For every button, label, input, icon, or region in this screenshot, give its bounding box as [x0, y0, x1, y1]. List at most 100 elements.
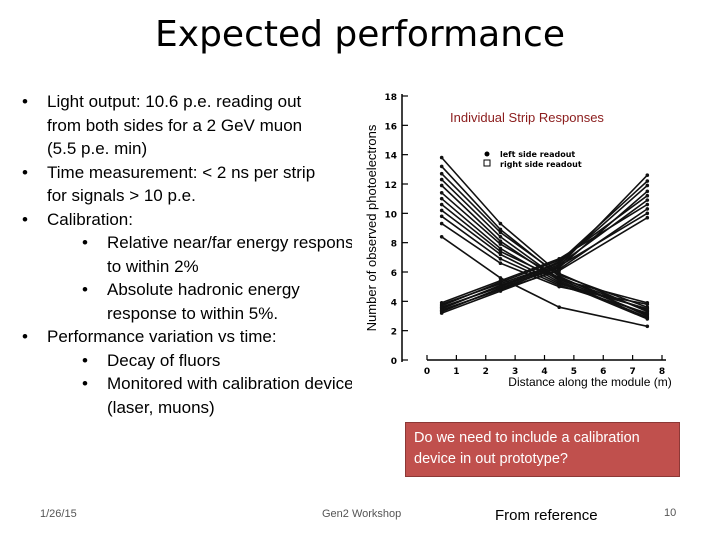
- calibration-question-callout: Do we need to include a calibration devi…: [405, 422, 680, 477]
- legend-label-right: right side readout: [500, 160, 582, 169]
- y-tick-label: 8: [391, 240, 397, 250]
- sub-bullet-monitored: • Monitored with calibration devices: [22, 372, 372, 396]
- data-point: [645, 183, 650, 188]
- bullet-text-continued: for signals > 10 p.e.: [47, 186, 196, 205]
- bullet-variation: • Performance variation vs time:: [22, 325, 372, 349]
- data-point: [557, 257, 561, 261]
- bullet-text: Calibration:: [47, 209, 133, 229]
- data-point: [498, 257, 503, 261]
- series-line: [441, 203, 648, 304]
- bullet-text-continued: (5.5 p.e. min): [47, 139, 148, 158]
- bullet-text-continued: (laser, muons): [107, 397, 215, 417]
- data-point: [557, 273, 561, 277]
- data-point: [439, 177, 444, 182]
- data-point: [498, 249, 503, 254]
- slide-footer: Gen2 Workshop: [322, 508, 402, 520]
- data-point: [498, 230, 503, 235]
- bullet-glyph: •: [22, 92, 28, 111]
- y-tick-label: 14: [384, 152, 397, 162]
- legend-label-left: left side readout: [500, 150, 575, 159]
- bullet-glyph: •: [22, 162, 28, 182]
- x-tick-label: 0: [424, 367, 430, 377]
- data-point: [439, 202, 444, 207]
- data-point: [439, 214, 444, 219]
- data-point: [645, 215, 650, 220]
- bullet-glyph: •: [22, 327, 28, 346]
- bullet-glyph: •: [82, 280, 88, 299]
- data-point: [439, 305, 444, 309]
- data-point: [498, 261, 503, 265]
- series-line: [441, 195, 648, 307]
- x-tick-label: 5: [571, 367, 577, 377]
- data-point: [645, 179, 650, 183]
- data-point: [645, 211, 650, 216]
- data-point: [645, 306, 650, 311]
- bullet-text-continued: from both sides for a 2 GeV muon: [47, 115, 303, 135]
- data-point: [439, 301, 444, 305]
- data-point: [645, 324, 650, 329]
- data-point: [498, 242, 503, 246]
- sub-bullet-hadronic: • Absolute hadronic energy: [22, 278, 372, 302]
- series-line: [441, 157, 648, 313]
- bullet-glyph: •: [82, 233, 88, 252]
- x-tick-label: 1: [453, 367, 459, 377]
- y-tick-label: 4: [391, 298, 397, 308]
- data-point: [439, 196, 444, 201]
- data-point: [498, 284, 503, 289]
- bullet-glyph: •: [22, 209, 28, 229]
- data-point: [557, 284, 561, 289]
- chart-title: Individual Strip Responses: [450, 110, 604, 125]
- data-point: [498, 246, 503, 251]
- bullet-text: Time measurement: < 2 ns per strip: [47, 162, 316, 182]
- data-point: [498, 276, 503, 280]
- bullet-text-continued: response to within 5%.: [107, 303, 279, 323]
- bullet-glyph: •: [82, 374, 88, 393]
- data-point: [645, 317, 650, 321]
- y-tick-label: 0: [391, 357, 397, 367]
- bullet-text: Relative near/far energy response: [107, 233, 364, 252]
- bullet-text: Monitored with calibration devices: [107, 374, 363, 393]
- reference-note: From reference: [495, 507, 598, 524]
- series-line: [441, 192, 648, 311]
- data-point: [557, 268, 561, 273]
- data-point: [439, 208, 444, 213]
- y-tick-label: 2: [391, 328, 397, 338]
- series-line: [441, 212, 648, 308]
- y-tick-label: 10: [384, 210, 397, 220]
- legend-marker-right: [483, 159, 491, 167]
- bullet-text: Performance variation vs time:: [47, 327, 277, 346]
- x-tick-label: 8: [659, 367, 665, 377]
- bullet-glyph: •: [82, 350, 88, 370]
- data-point: [645, 311, 650, 315]
- bullet-light-output: • Light output: 10.6 p.e. reading out: [22, 90, 372, 114]
- data-point: [645, 207, 650, 211]
- y-axis-label: Number of observed photoelectrons: [364, 124, 379, 331]
- data-point: [645, 302, 650, 307]
- data-point: [645, 193, 650, 198]
- page-number: 10: [664, 507, 677, 519]
- data-point: [498, 279, 503, 283]
- x-tick-label: 4: [541, 367, 547, 377]
- x-tick-label: 2: [483, 367, 489, 377]
- data-point: [439, 171, 444, 176]
- bullet-text-continued: to within 2%: [107, 256, 199, 276]
- slide-title: Expected performance: [155, 14, 565, 55]
- bullet-list: • Light output: 10.6 p.e. reading out fr…: [22, 90, 372, 419]
- x-tick-label: 7: [629, 367, 635, 377]
- data-point: [498, 239, 503, 243]
- legend-marker-left: [484, 151, 490, 157]
- data-point: [439, 221, 444, 226]
- sub-bullet-decay: • Decay of fluors: [22, 349, 372, 373]
- series-line: [441, 203, 648, 304]
- data-point: [557, 264, 561, 268]
- bullet-text: Absolute hadronic energy: [107, 280, 300, 299]
- bullet-calibration: • Calibration:: [22, 208, 372, 232]
- sub-bullet-near-far: • Relative near/far energy response: [22, 231, 372, 255]
- data-point: [439, 191, 444, 195]
- bullet-time: • Time measurement: < 2 ns per strip: [22, 161, 372, 185]
- x-tick-label: 3: [512, 367, 518, 377]
- data-point: [557, 305, 561, 309]
- bullet-text: Light output: 10.6 p.e. reading out: [47, 92, 302, 111]
- y-tick-label: 6: [391, 269, 397, 279]
